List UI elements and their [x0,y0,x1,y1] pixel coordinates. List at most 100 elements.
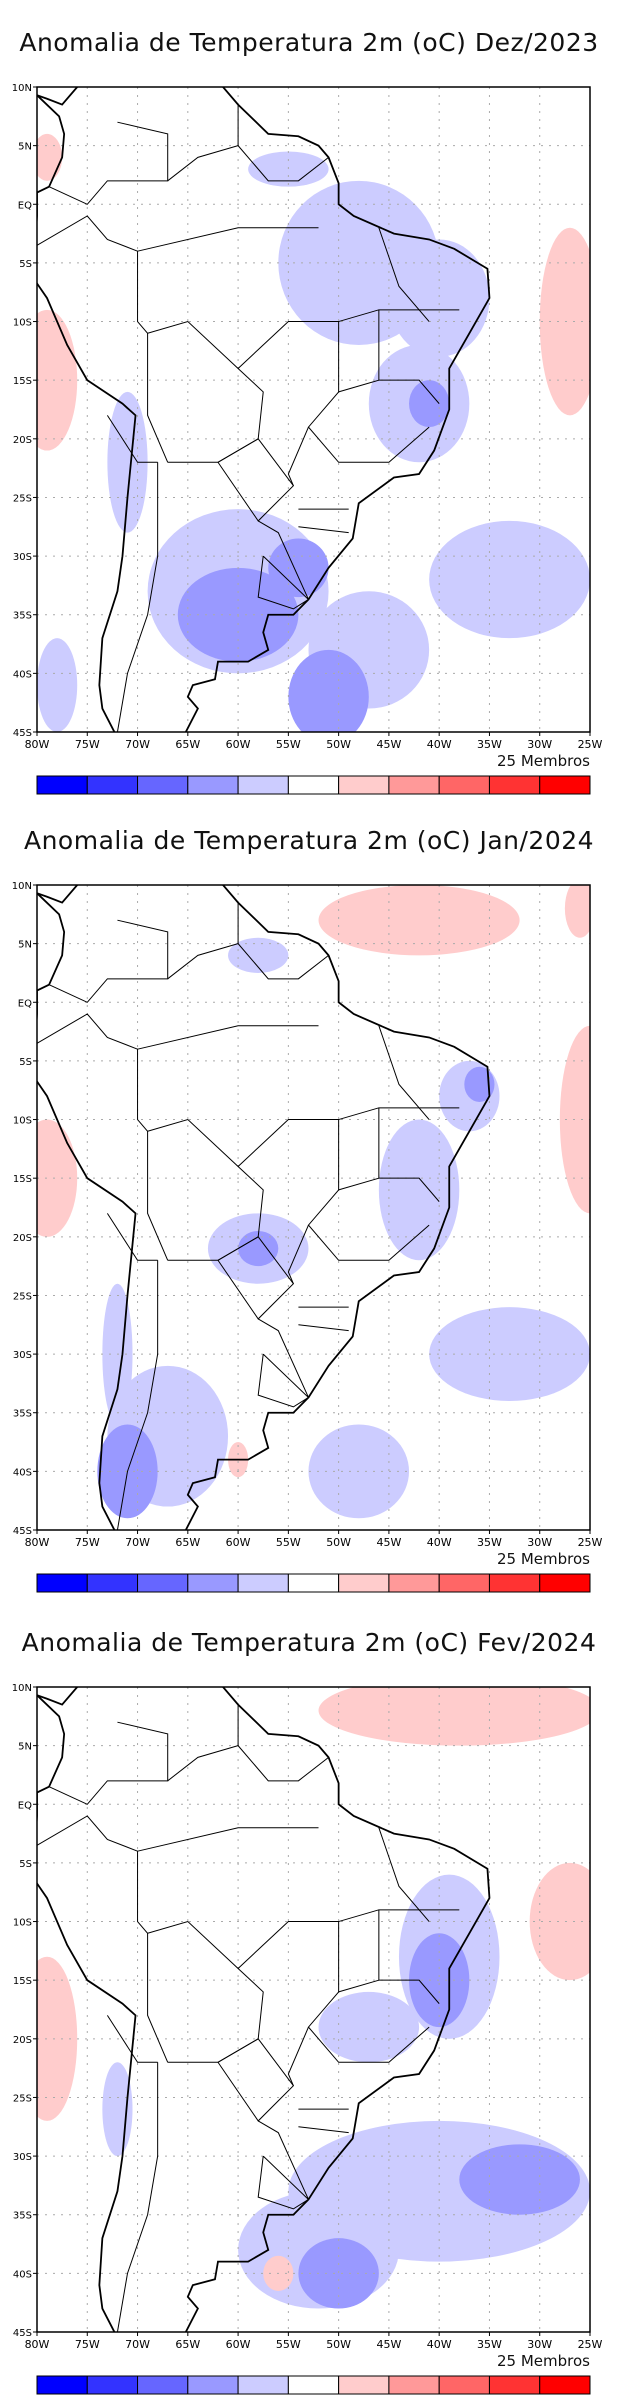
anomaly-region [429,520,590,639]
colorbar-swatch [287,775,340,795]
y-tick-label: 40S [13,1467,32,1478]
anomaly-region [288,649,369,732]
y-tick-label: EQ [18,998,32,1009]
x-tick-label: 70W [125,1536,150,1549]
colorbar-swatch [36,775,88,795]
anomaly-region [539,227,590,416]
members-label: 25 Membros [497,2352,590,2370]
x-tick-label: 35W [477,2338,502,2351]
y-tick-label: 10S [13,1918,32,1929]
country-border [137,1827,319,1852]
anomaly-region [559,1025,590,1214]
anomaly-region [529,1862,590,1981]
anomaly-region [37,133,63,181]
y-tick-label: 40S [13,2269,32,2280]
country-border [307,1119,430,1261]
members-label: 25 Membros [497,1550,590,1568]
y-tick-label: 15S [13,376,32,387]
y-tick-label: 5S [19,1859,32,1870]
colorbar-swatch [137,2375,189,2395]
x-tick-label: 55W [276,738,301,751]
colorbar-swatch [438,775,490,795]
country-border [167,1704,239,1782]
country-border [257,1353,310,1408]
x-tick-label: 80W [25,738,50,751]
x-tick-label: 80W [25,1536,50,1549]
y-tick-label: 35S [13,611,32,622]
anomaly-region [238,1230,279,1267]
colorbar-swatch [338,775,390,795]
x-tick-label: 55W [276,2338,301,2351]
colorbar-swatch [287,2375,340,2395]
country-border [307,321,430,463]
country-border [287,1224,309,1284]
country-border [378,1827,430,1922]
y-tick-label: 20S [13,2035,32,2046]
x-tick-label: 80W [25,2338,50,2351]
colorbar-swatch [488,2375,541,2395]
y-tick-label: 45S [13,728,32,739]
anomaly-region [298,2238,379,2309]
y-tick-label: 20S [13,435,32,446]
country-border [237,1909,460,1969]
colorbar-swatch [237,1573,289,1593]
colorbar-swatch [137,1573,189,1593]
x-tick-label: 60W [226,1536,251,1549]
colorbar-swatch [86,1573,139,1593]
x-tick-label: 25W [578,1536,603,1549]
colorbar-swatch [488,775,541,795]
country-border [217,1236,295,1320]
colorbar-swatch [388,2375,440,2395]
country-border [257,520,309,600]
country-border [237,1745,329,1782]
anomaly-region [378,1119,460,1261]
anomaly-region [248,151,329,187]
panel-dez-2023: Anomalia de Temperatura 2m (oC) Dez/2023… [0,0,618,800]
country-border [257,555,310,610]
map-area [37,1687,590,2332]
x-tick-label: 35W [477,1536,502,1549]
colorbar-swatch [539,775,591,795]
anomaly-region [268,538,329,598]
country-border [338,379,379,393]
map-area [37,87,590,732]
anomaly-region [409,380,450,428]
y-tick-label: 45S [13,1526,32,1537]
anomaly-region [459,2144,580,2215]
map-frame [36,1686,591,2333]
x-tick-label: 65W [175,738,200,751]
x-tick-label: 60W [226,2338,251,2351]
anomaly-map: 80W 75W 70W 65W 60W 55W 50W 45W 40W 35W 30W 25W 10N 5… [12,1683,603,2395]
chart-title: Anomalia de Temperatura 2m (oC) Dez/2023 [19,28,599,57]
country-border [338,1979,379,1993]
colorbar-swatch [187,775,239,795]
y-tick-label: 10N [12,881,32,892]
country-border [37,215,148,334]
y-tick-label: 5N [18,1742,32,1753]
colorbar-swatch [187,2375,239,2395]
chart-title: Anomalia de Temperatura 2m (oC) Fev/2024 [21,1628,597,1657]
y-tick-label: 25S [13,1291,32,1302]
colorbar-swatch [36,2375,88,2395]
x-tick-label: 50W [326,1536,351,1549]
anomaly-region [564,885,590,938]
y-tick-label: 5N [18,142,32,153]
country-border [378,227,430,322]
y-tick-label: 30S [13,2152,32,2163]
panel-jan-2024: Anomalia de Temperatura 2m (oC) Jan/2024… [0,798,618,1598]
x-tick-label: 40W [427,1536,452,1549]
country-border [237,309,460,369]
country-border [307,1921,430,2063]
panel-fev-2024: Anomalia de Temperatura 2m (oC) Fev/2024… [0,1600,618,2400]
y-tick-label: EQ [18,1800,32,1811]
x-tick-label: 25W [578,2338,603,2351]
country-border [237,943,329,980]
colorbar-swatch [86,775,139,795]
colorbar-swatch [237,2375,289,2395]
country-border [338,1177,379,1191]
anomaly-region [409,1933,470,2028]
country-border [257,2155,310,2210]
y-tick-label: 20S [13,1233,32,1244]
country-border [167,902,239,980]
country-border [298,526,349,534]
